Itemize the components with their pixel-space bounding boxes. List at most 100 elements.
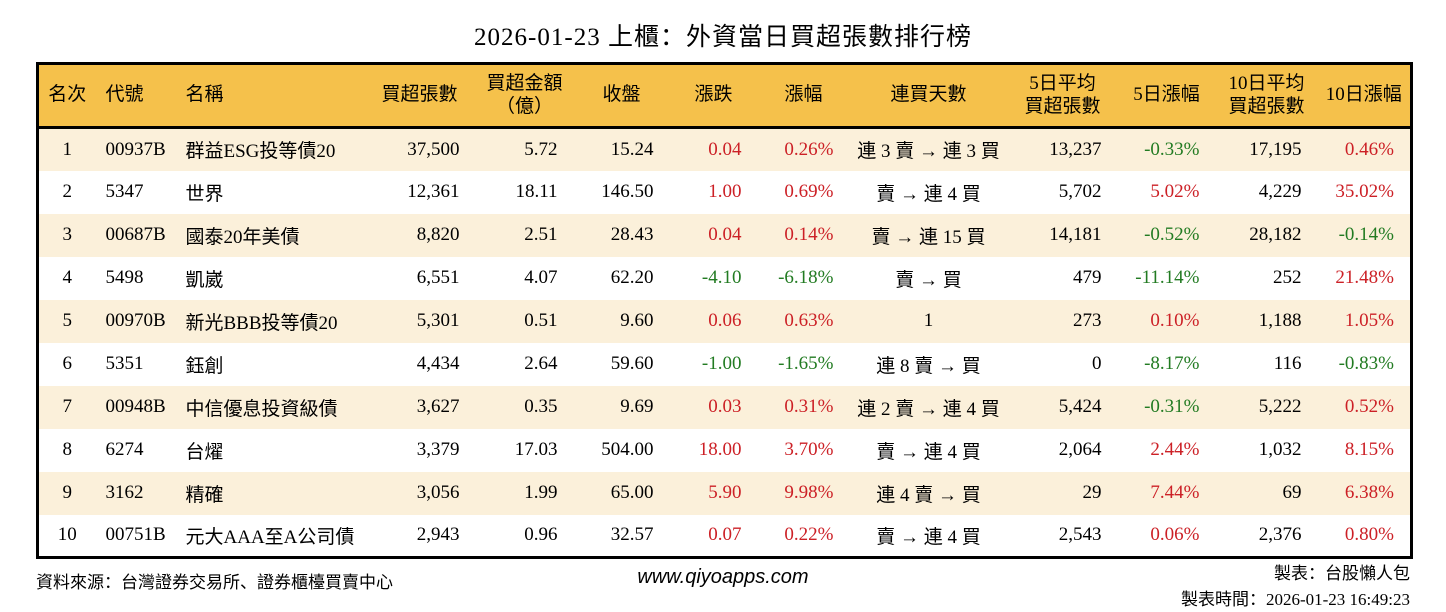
cell-change: 0.06 xyxy=(708,310,742,331)
cell-avg5: 13,237 xyxy=(1049,138,1102,160)
cell-name: 台燿 xyxy=(185,441,224,463)
cell-rank: 10 xyxy=(57,524,77,546)
cell-change_pct: 0.63% xyxy=(784,310,834,331)
cell-change: 0.04 xyxy=(708,224,742,245)
credit-block: 製表：台股懶人包 製表時間：2026-01-23 16:49:23 xyxy=(1181,561,1410,612)
cell-rank: 5 xyxy=(62,310,73,331)
cell-avg10: 17,195 xyxy=(1249,138,1302,160)
table-row: 6 5351 鈺創 4,434 2.64 59.60 -1.00 -1.65% 連 8 賣 → … xyxy=(37,342,1412,386)
cell-streak: 連 8 賣 → 買 xyxy=(876,355,981,377)
cell-buy_volume: 2,943 xyxy=(416,524,460,546)
col-header-name: 名稱 xyxy=(177,63,364,129)
table-row: 1 00937B 群益ESG投等債20 37,500 5.72 15.24 0.04 0.26… xyxy=(37,127,1412,171)
cell-close: 62.20 xyxy=(610,267,654,288)
cell-streak: 賣 → 買 xyxy=(895,269,962,291)
cell-avg5: 5,702 xyxy=(1058,181,1102,202)
cell-rank: 3 xyxy=(62,224,73,245)
report-title: 2026-01-23 上櫃：外資當日買超張數排行榜 xyxy=(474,24,972,51)
cell-buy_volume: 3,056 xyxy=(416,482,460,503)
cell-close: 9.60 xyxy=(620,310,654,331)
cell-buy_amount: 0.35 xyxy=(524,396,558,417)
col-header-code: 代號 xyxy=(95,63,178,129)
cell-avg10: 28,182 xyxy=(1249,224,1302,245)
cell-name: 國泰20年美債 xyxy=(185,226,300,248)
cell-change: 1.00 xyxy=(708,181,742,202)
table-row: 3 00687B 國泰20年美債 8,820 2.51 28.43 0.04 0.14% 賣 →… xyxy=(37,213,1412,257)
cell-buy_volume: 8,820 xyxy=(416,224,460,245)
cell-buy_volume: 12,361 xyxy=(407,181,460,202)
cell-close: 32.57 xyxy=(610,524,654,546)
col-header-pct10: 10日漲幅 xyxy=(1317,63,1412,129)
cell-pct10: 6.38% xyxy=(1344,482,1394,503)
cell-change: 0.04 xyxy=(708,138,742,160)
cell-avg10: 69 xyxy=(1282,482,1302,503)
cell-buy_volume: 4,434 xyxy=(416,353,460,374)
cell-buy_amount: 0.96 xyxy=(524,524,558,546)
cell-pct5: 2.44% xyxy=(1150,439,1200,460)
cell-change_pct: 9.98% xyxy=(784,482,834,503)
cell-pct5: 5.02% xyxy=(1150,181,1200,202)
col-header-rank: 名次 xyxy=(37,63,96,129)
cell-close: 146.50 xyxy=(601,181,654,202)
cell-avg5: 0 xyxy=(1092,353,1102,374)
cell-pct5: -0.31% xyxy=(1144,396,1200,417)
cell-code: 00970B xyxy=(105,310,166,331)
cell-buy_amount: 1.99 xyxy=(524,482,558,503)
cell-close: 9.69 xyxy=(620,396,654,417)
col-header-change: 漲跌 xyxy=(669,63,758,129)
cell-streak: 連 2 賣 → 連 4 買 xyxy=(857,398,1000,420)
cell-name: 凱崴 xyxy=(185,269,224,291)
cell-rank: 1 xyxy=(62,138,73,160)
cell-change: 0.03 xyxy=(708,396,742,417)
col-header-avg5: 5日平均 買超張數 xyxy=(1007,63,1118,129)
cell-avg10: 252 xyxy=(1273,267,1302,288)
cell-name: 中信優息投資級債 xyxy=(185,398,338,420)
col-header-buy_volume: 買超張數 xyxy=(363,63,476,129)
cell-pct5: -0.33% xyxy=(1144,138,1200,160)
cell-avg5: 2,064 xyxy=(1058,439,1102,460)
cell-name: 元大AAA至A公司債 xyxy=(185,526,355,548)
cell-name: 精確 xyxy=(185,484,224,506)
cell-buy_amount: 17.03 xyxy=(514,439,558,460)
cell-buy_volume: 5,301 xyxy=(416,310,460,331)
cell-change: 5.90 xyxy=(708,482,742,503)
cell-avg5: 5,424 xyxy=(1058,396,1102,417)
cell-avg5: 273 xyxy=(1073,310,1102,331)
cell-pct10: 8.15% xyxy=(1344,439,1394,460)
cell-name: 群益ESG投等債20 xyxy=(185,141,336,163)
table-header-row: 名次 代號 名稱 買超張數 買超金額 （億） 收盤 漲跌 漲幅 連買天數 5日平均 買超張數 5日漲… xyxy=(37,63,1412,129)
ranking-table: 名次 代號 名稱 買超張數 買超金額 （億） 收盤 漲跌 漲幅 連買天數 5日平均 買超張數 5日漲… xyxy=(36,62,1413,559)
cell-change_pct: 0.69% xyxy=(784,181,834,202)
cell-buy_volume: 3,379 xyxy=(416,439,460,460)
cell-close: 504.00 xyxy=(601,439,654,460)
cell-avg5: 479 xyxy=(1073,267,1102,288)
cell-streak: 賣 → 連 4 買 xyxy=(876,526,981,548)
cell-change: 0.07 xyxy=(708,524,742,546)
cell-code: 00687B xyxy=(105,224,166,245)
table-row: 10 00751B 元大AAA至A公司債 2,943 0.96 32.57 0.07 0.22… xyxy=(37,514,1412,558)
cell-name: 鈺創 xyxy=(185,355,224,377)
cell-rank: 8 xyxy=(62,439,73,460)
cell-change_pct: 0.26% xyxy=(784,138,834,160)
cell-pct10: 0.46% xyxy=(1344,138,1394,160)
cell-pct5: -11.14% xyxy=(1135,267,1200,288)
cell-close: 65.00 xyxy=(610,482,654,503)
data-source-note: 資料來源：台灣證券交易所、證券櫃檯買賣中心 xyxy=(36,573,393,592)
cell-buy_volume: 3,627 xyxy=(416,396,460,417)
cell-change: 18.00 xyxy=(698,439,742,460)
cell-code: 6274 xyxy=(105,439,144,460)
cell-close: 15.24 xyxy=(610,138,654,160)
cell-streak: 連 4 賣 → 買 xyxy=(876,484,981,506)
cell-avg10: 5,222 xyxy=(1258,396,1302,417)
cell-avg10: 1,188 xyxy=(1258,310,1302,331)
col-header-close: 收盤 xyxy=(573,63,670,129)
cell-avg5: 14,181 xyxy=(1049,224,1102,245)
cell-avg10: 4,229 xyxy=(1258,181,1302,202)
cell-close: 28.43 xyxy=(610,224,654,245)
cell-pct10: 1.05% xyxy=(1344,310,1394,331)
cell-pct5: -8.17% xyxy=(1144,353,1200,374)
cell-pct10: 21.48% xyxy=(1335,267,1394,288)
cell-buy_amount: 4.07 xyxy=(524,267,558,288)
table-row: 8 6274 台燿 3,379 17.03 504.00 18.00 3.70% 賣 → 連 4… xyxy=(37,428,1412,472)
cell-change_pct: -6.18% xyxy=(778,267,834,288)
